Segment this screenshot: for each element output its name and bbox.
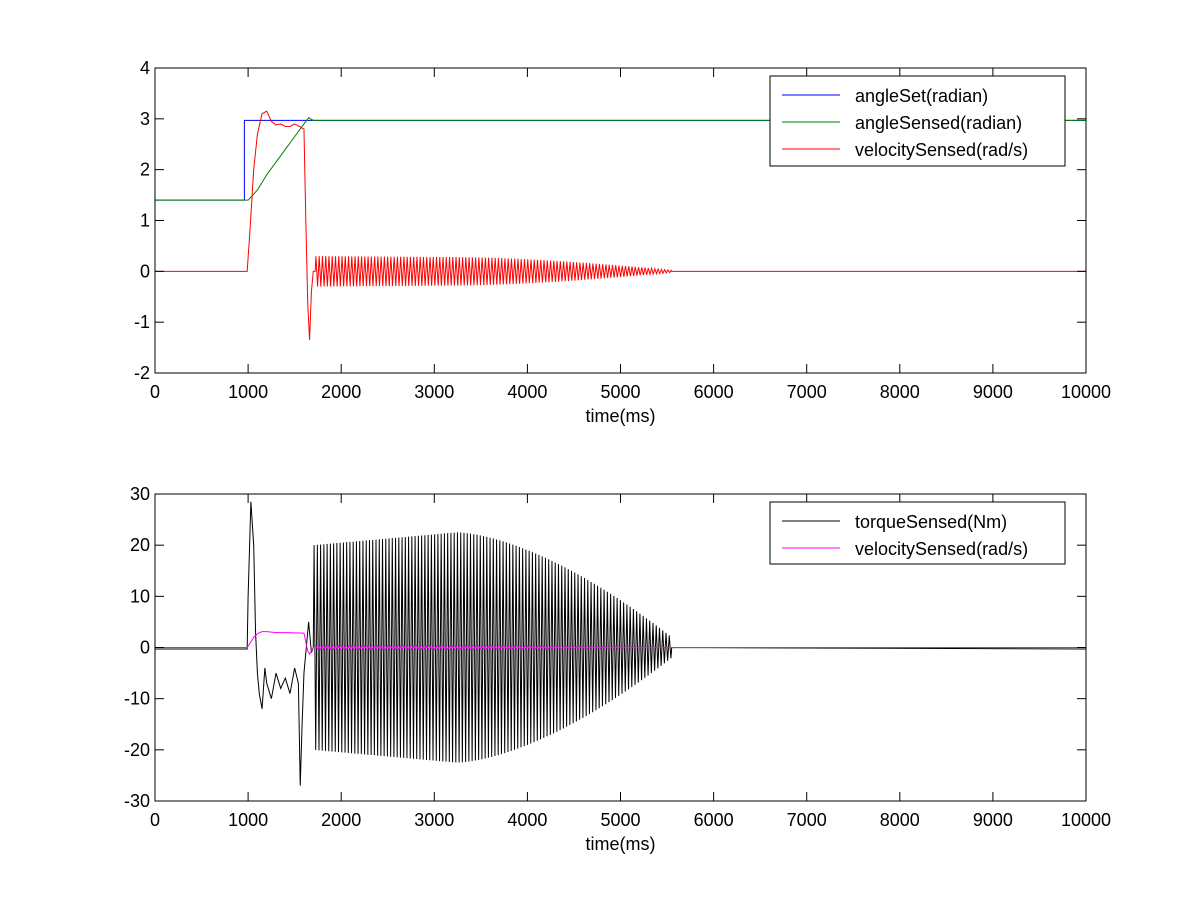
x-tick-label: 6000: [694, 810, 734, 830]
x-tick-label: 8000: [880, 382, 920, 402]
legend-label: velocitySensed(rad/s): [855, 539, 1028, 559]
y-tick-label: 2: [140, 160, 150, 180]
y-tick-label: 3: [140, 109, 150, 129]
y-tick-label: 20: [130, 535, 150, 555]
y-tick-label: -2: [134, 363, 150, 383]
x-tick-label: 9000: [973, 810, 1013, 830]
x-tick-label: 1000: [228, 382, 268, 402]
x-tick-label: 3000: [414, 382, 454, 402]
x-tick-label: 4000: [507, 810, 547, 830]
x-tick-label: 2000: [321, 810, 361, 830]
x-tick-label: 5000: [600, 810, 640, 830]
x-axis-label: time(ms): [586, 406, 656, 426]
x-tick-label: 8000: [880, 810, 920, 830]
series-group: [155, 501, 1086, 786]
legend: torqueSensed(Nm) velocitySensed(rad/s): [769, 501, 1066, 565]
legend: angleSet(radian) angleSensed(radian) veloc…: [769, 75, 1066, 167]
top-chart: 0 1000 2000 3000 4000 5000 6000 7000 8000 9000 100…: [134, 58, 1111, 426]
legend-label: velocitySensed(rad/s): [855, 140, 1028, 160]
series-line-1: [155, 631, 1086, 656]
x-tick-label: 1000: [228, 810, 268, 830]
x-tick-label: 10000: [1061, 810, 1111, 830]
series-line-1: [155, 117, 1086, 201]
x-tick-label: 6000: [694, 382, 734, 402]
x-axis-label: time(ms): [586, 834, 656, 854]
x-tick-label: 0: [150, 382, 160, 402]
x-tick-label: 4000: [507, 382, 547, 402]
x-tick-label: 7000: [787, 810, 827, 830]
x-tick-label: 7000: [787, 382, 827, 402]
series-line-2: [155, 110, 1086, 340]
series-group: [155, 110, 1086, 340]
y-tick-label: 0: [140, 638, 150, 658]
x-tick-label: 10000: [1061, 382, 1111, 402]
bottom-chart: 0 1000 2000 3000 4000 5000 6000 7000 8000 9000 100…: [124, 484, 1111, 854]
y-tick-label: 0: [140, 261, 150, 281]
x-tick-label: 2000: [321, 382, 361, 402]
legend-box: [769, 501, 1066, 565]
x-tick-label: 3000: [414, 810, 454, 830]
y-tick-label: 30: [130, 484, 150, 504]
y-tick-label: -30: [124, 791, 150, 811]
x-tick-label: 0: [150, 810, 160, 830]
legend-box: [769, 75, 1066, 167]
y-tick-label: 10: [130, 586, 150, 606]
y-tick-label: -20: [124, 740, 150, 760]
x-tick-label: 9000: [973, 382, 1013, 402]
y-tick-label: 1: [140, 211, 150, 231]
legend-label: angleSensed(radian): [855, 113, 1022, 133]
series-line-0: [155, 501, 1086, 786]
y-tick-label: -1: [134, 312, 150, 332]
x-tick-label: 5000: [600, 382, 640, 402]
legend-label: torqueSensed(Nm): [855, 512, 1007, 532]
legend-label: angleSet(radian): [855, 86, 988, 106]
y-tick-label: 4: [140, 58, 150, 78]
y-tick-label: -10: [124, 689, 150, 709]
